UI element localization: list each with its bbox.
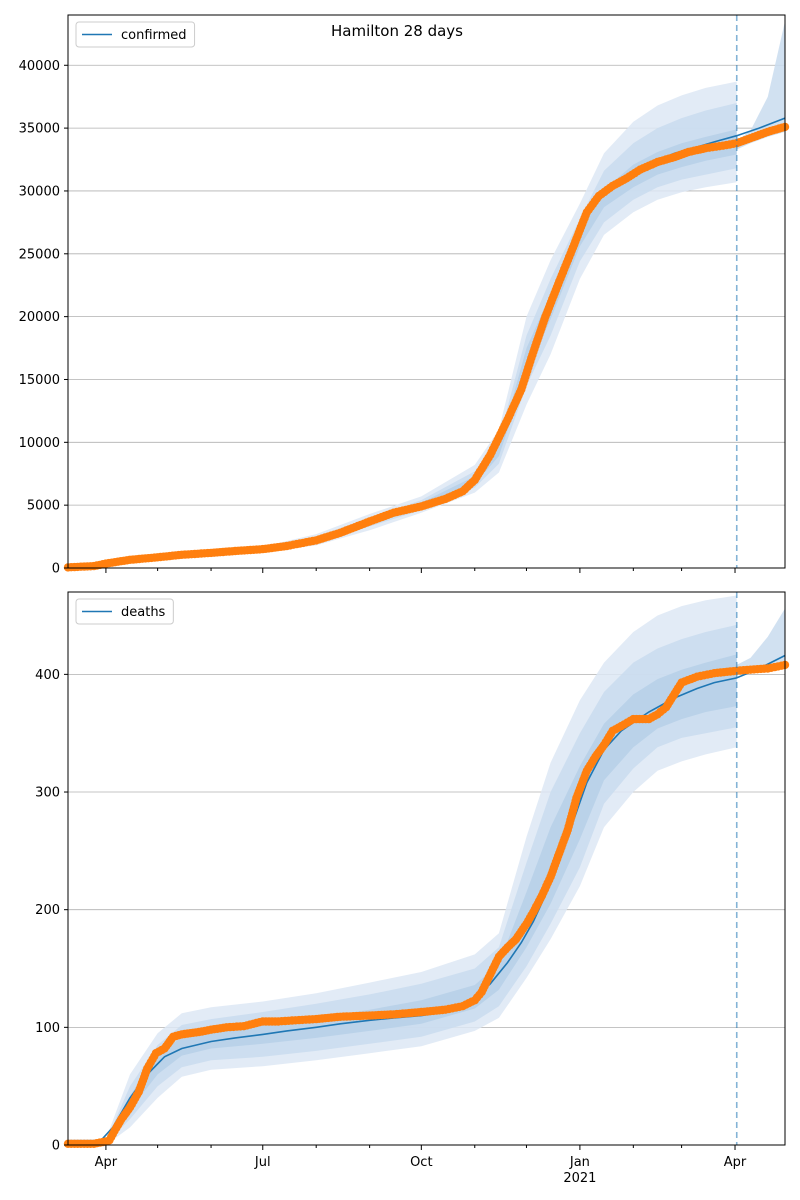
uncertainty-band	[68, 624, 737, 1145]
y-tick-label: 300	[35, 786, 60, 801]
x-tick-label: Jan	[569, 1155, 590, 1170]
x-tick-label: Jul	[254, 1155, 271, 1170]
axes-frame	[67, 591, 786, 1146]
uncertainty-bands	[68, 21, 785, 568]
series-layer	[63, 117, 790, 572]
legend-label-confirmed: confirmed	[121, 28, 187, 43]
y-axis-ticks: 0 100 200 300 400	[35, 668, 68, 1154]
confirmed-panel: 0 5000 10000 15000 20000 25000 30000 35000 40000…	[19, 14, 790, 577]
axes-frame	[67, 14, 786, 569]
y-tick-label: 0	[52, 562, 60, 577]
y-axis-ticks: 0 5000 10000 15000 20000 25000 30000 35000 40000	[19, 59, 68, 577]
chart-title: Hamilton 28 days	[331, 22, 463, 40]
y-tick-label: 200	[35, 903, 60, 918]
y-tick-label: 25000	[19, 247, 60, 262]
y-tick-label: 40000	[19, 59, 60, 74]
x-tick-label: Apr	[724, 1155, 747, 1170]
x-tick-label: Oct	[410, 1155, 432, 1170]
x-axis-ticks	[105, 568, 736, 573]
legend-label-deaths: deaths	[121, 605, 166, 620]
x-tick-label: Apr	[95, 1155, 118, 1170]
y-tick-label: 30000	[19, 184, 60, 199]
y-tick-label: 5000	[27, 499, 60, 514]
y-tick-label: 10000	[19, 436, 60, 451]
uncertainty-band	[736, 21, 785, 150]
y-tick-label: 35000	[19, 122, 60, 137]
legend: deaths	[75, 598, 174, 625]
uncertainty-band	[68, 595, 737, 1145]
x-axis-year-label: 2021	[563, 1171, 596, 1186]
deaths-panel: 0 100 200 300 400 Apr Jul Oct Jan Apr deaths 202…	[35, 591, 790, 1186]
y-tick-label: 0	[52, 1139, 60, 1154]
y-tick-label: 400	[35, 668, 60, 683]
uncertainty-band	[736, 608, 785, 675]
legend-box	[75, 21, 196, 48]
x-axis-ticks: Apr Jul Oct Jan Apr	[95, 1145, 747, 1170]
legend: confirmed	[75, 21, 196, 48]
legend-box	[75, 598, 174, 625]
series-layer	[63, 654, 790, 1149]
y-tick-label: 20000	[19, 310, 60, 325]
y-tick-label: 15000	[19, 373, 60, 388]
y-tick-label: 100	[35, 1021, 60, 1036]
